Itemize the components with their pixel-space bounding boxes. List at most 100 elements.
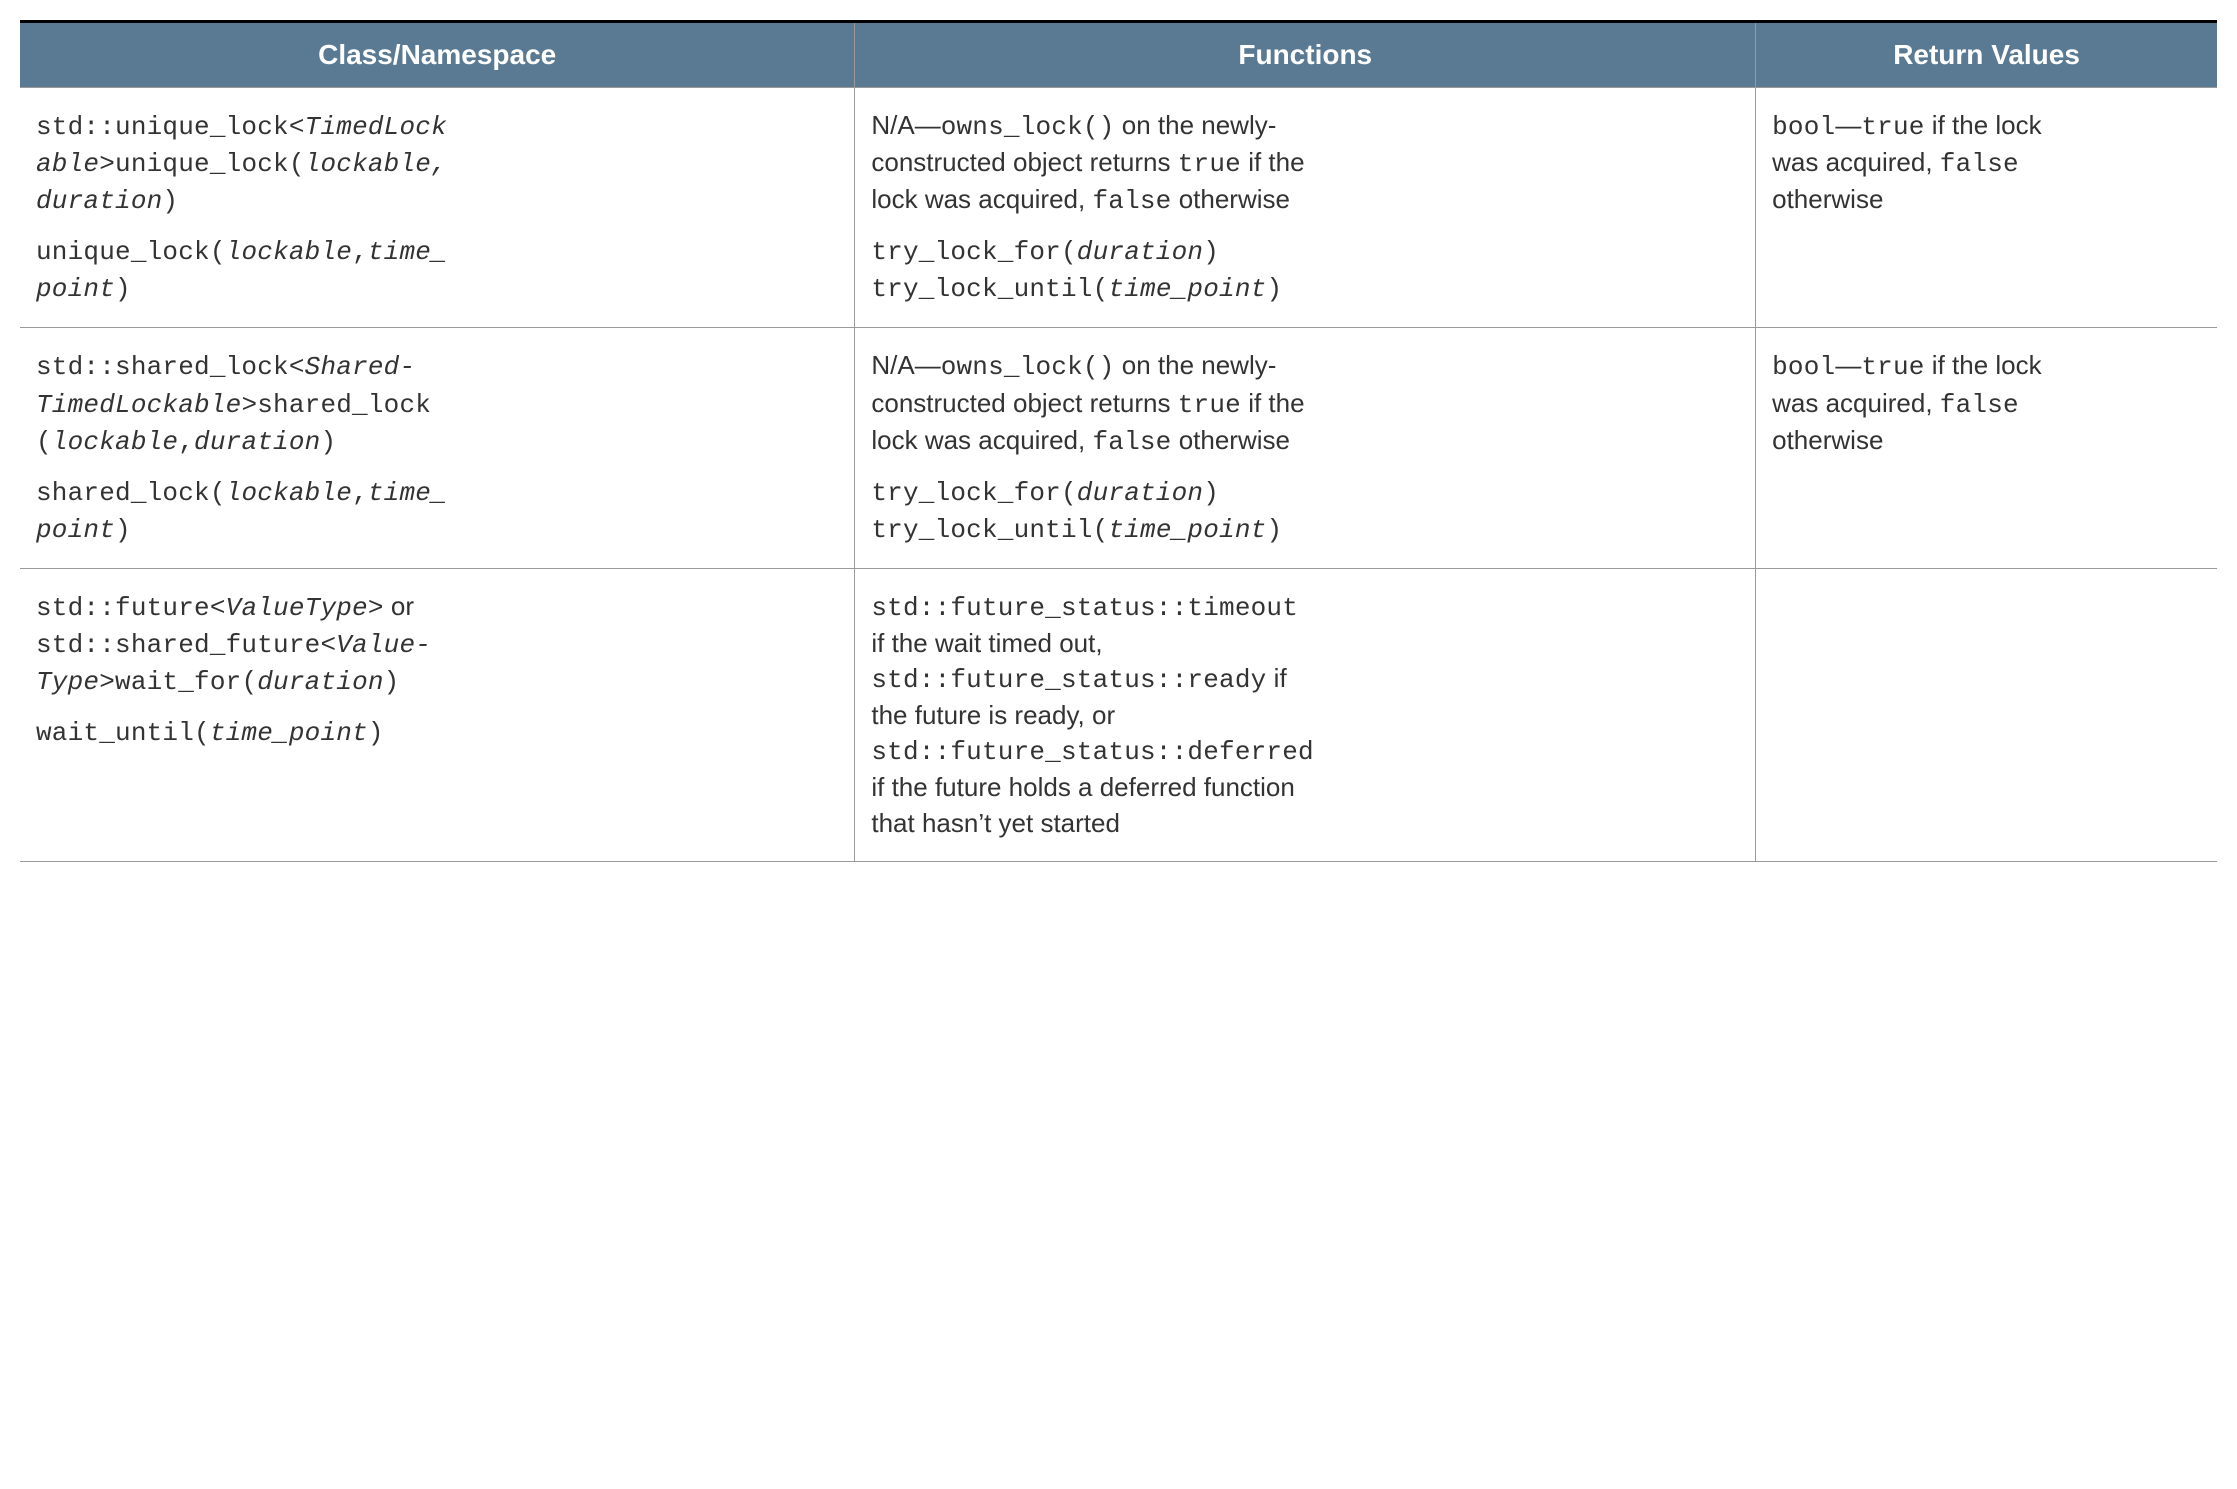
text-fragment: try_lock_for( bbox=[871, 237, 1076, 267]
text-fragment: std::shared_future< bbox=[36, 630, 336, 660]
cell-class-namespace: std::future<ValueType> orstd::shared_fut… bbox=[20, 568, 855, 861]
text-fragment: constructed object returns bbox=[871, 388, 1177, 418]
code-block: shared_lock(lockable,time_point) bbox=[36, 474, 838, 548]
code-block: try_lock_for(duration)try_lock_until(tim… bbox=[871, 474, 1739, 548]
text-fragment: that hasn’t yet started bbox=[871, 808, 1120, 838]
text-fragment: ( bbox=[36, 427, 52, 457]
text-block: std::future_status::timeoutif the wait t… bbox=[871, 589, 1739, 841]
text-fragment: true bbox=[1178, 390, 1241, 420]
text-fragment: if the bbox=[1241, 388, 1305, 418]
text-fragment: if bbox=[1266, 663, 1286, 693]
text-fragment: std::unique_lock< bbox=[36, 112, 305, 142]
text-fragment: the future is ready, or bbox=[871, 700, 1115, 730]
text-fragment: bool bbox=[1772, 352, 1835, 382]
text-fragment: false bbox=[1940, 149, 2019, 179]
text-fragment: ValueType bbox=[226, 593, 368, 623]
text-fragment: std::shared_lock< bbox=[36, 352, 305, 382]
text-fragment: or bbox=[384, 591, 414, 621]
text-fragment: false bbox=[1092, 427, 1171, 457]
text-fragment: , bbox=[178, 427, 194, 457]
text-fragment: time_point bbox=[210, 718, 368, 748]
text-fragment: shared_lock( bbox=[36, 478, 226, 508]
header-row: Class/Namespace Functions Return Values bbox=[20, 22, 2217, 88]
text-fragment: if the lock bbox=[1925, 110, 2042, 140]
cell-functions: std::future_status::timeoutif the wait t… bbox=[855, 568, 1756, 861]
text-block: bool—true if the lockwas acquired, false… bbox=[1772, 348, 2201, 457]
text-fragment: time_point bbox=[1108, 274, 1266, 304]
text-fragment: if the bbox=[1241, 147, 1305, 177]
text-fragment: able bbox=[36, 149, 99, 179]
text-fragment: constructed object returns bbox=[871, 147, 1177, 177]
text-fragment: lock was acquired, bbox=[871, 184, 1092, 214]
text-fragment: lockable bbox=[226, 478, 352, 508]
text-block: N/A—owns_lock() on the newly-constructed… bbox=[871, 348, 1739, 459]
text-fragment: — bbox=[1835, 350, 1861, 380]
text-fragment: true bbox=[1178, 149, 1241, 179]
text-fragment: std::future_status::deferred bbox=[871, 737, 1313, 767]
table-row: std::unique_lock<TimedLockable>unique_lo… bbox=[20, 88, 2217, 328]
text-fragment: bool bbox=[1772, 112, 1835, 142]
text-fragment: Value- bbox=[336, 630, 431, 660]
text-fragment: duration bbox=[194, 427, 320, 457]
text-fragment: ) bbox=[384, 667, 400, 697]
text-fragment: ) bbox=[115, 274, 131, 304]
header-functions: Functions bbox=[855, 22, 1756, 88]
table-body: std::unique_lock<TimedLockable>unique_lo… bbox=[20, 88, 2217, 862]
table-row: std::shared_lock<Shared-TimedLockable>sh… bbox=[20, 328, 2217, 568]
text-fragment: TimedLockable bbox=[36, 390, 241, 420]
text-fragment: >wait_for( bbox=[99, 667, 257, 697]
text-fragment: try_lock_until( bbox=[871, 274, 1108, 304]
text-fragment: std::future_status::ready bbox=[871, 665, 1266, 695]
text-fragment: N/A— bbox=[871, 350, 940, 380]
text-block: N/A—owns_lock() on the newly-constructed… bbox=[871, 108, 1739, 219]
text-fragment: owns_lock() bbox=[941, 352, 1115, 382]
text-fragment: ) bbox=[1266, 274, 1282, 304]
text-fragment: try_lock_until( bbox=[871, 515, 1108, 545]
text-fragment: true bbox=[1861, 352, 1924, 382]
code-block: unique_lock(lockable,time_point) bbox=[36, 233, 838, 307]
cell-functions: N/A—owns_lock() on the newly-constructed… bbox=[855, 328, 1756, 568]
text-fragment: duration bbox=[257, 667, 383, 697]
text-fragment: false bbox=[1940, 390, 2019, 420]
header-return-values: Return Values bbox=[1756, 22, 2217, 88]
text-fragment: >unique_lock( bbox=[99, 149, 304, 179]
text-fragment: ) bbox=[162, 186, 178, 216]
cell-class-namespace: std::shared_lock<Shared-TimedLockable>sh… bbox=[20, 328, 855, 568]
text-fragment: duration bbox=[1077, 478, 1203, 508]
cell-class-namespace: std::unique_lock<TimedLockable>unique_lo… bbox=[20, 88, 855, 328]
text-fragment: point bbox=[36, 515, 115, 545]
text-fragment: was acquired, bbox=[1772, 147, 1940, 177]
text-fragment: std::future< bbox=[36, 593, 226, 623]
text-fragment: , bbox=[352, 478, 368, 508]
text-fragment: if the wait timed out, bbox=[871, 628, 1102, 658]
text-fragment: time_point bbox=[1108, 515, 1266, 545]
text-fragment: duration bbox=[36, 186, 162, 216]
text-fragment: true bbox=[1861, 112, 1924, 142]
code-block: wait_until(time_point) bbox=[36, 714, 838, 751]
code-block: std::unique_lock<TimedLockable>unique_lo… bbox=[36, 108, 838, 219]
text-fragment: point bbox=[36, 274, 115, 304]
text-fragment: otherwise bbox=[1772, 184, 1883, 214]
header-class-namespace: Class/Namespace bbox=[20, 22, 855, 88]
text-fragment: Type bbox=[36, 667, 99, 697]
text-fragment: >shared_lock bbox=[241, 390, 431, 420]
text-fragment: if the future holds a deferred function bbox=[871, 772, 1295, 802]
text-fragment: owns_lock() bbox=[941, 112, 1115, 142]
text-fragment: lock was acquired, bbox=[871, 425, 1092, 455]
text-fragment: ) bbox=[115, 515, 131, 545]
text-fragment: ) bbox=[368, 718, 384, 748]
text-fragment: , bbox=[352, 237, 368, 267]
table-row: std::future<ValueType> orstd::shared_fut… bbox=[20, 568, 2217, 861]
code-block: std::shared_lock<Shared-TimedLockable>sh… bbox=[36, 348, 838, 459]
text-fragment: wait_until( bbox=[36, 718, 210, 748]
cell-return-values bbox=[1756, 568, 2217, 861]
text-block: bool—true if the lockwas acquired, false… bbox=[1772, 108, 2201, 217]
text-fragment: ) bbox=[1266, 515, 1282, 545]
text-fragment: otherwise bbox=[1171, 184, 1290, 214]
text-fragment: on the newly- bbox=[1115, 350, 1277, 380]
text-fragment: time_ bbox=[368, 237, 447, 267]
text-fragment: if the lock bbox=[1925, 350, 2042, 380]
text-fragment: lockable bbox=[226, 237, 352, 267]
text-fragment: std::future_status::timeout bbox=[871, 593, 1298, 623]
text-fragment: TimedLock bbox=[305, 112, 447, 142]
